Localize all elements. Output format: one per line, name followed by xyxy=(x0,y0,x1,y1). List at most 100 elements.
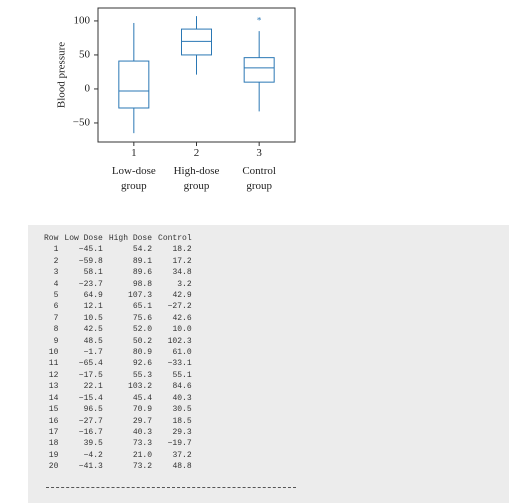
table-cell: 18.2 xyxy=(172,245,192,255)
table-cell: 18 xyxy=(48,439,59,449)
table-row: 11 −65.4 92.6 −33.1 xyxy=(38,358,192,369)
table-row: 10 −1.7 80.9 61.0 xyxy=(38,347,192,358)
table: Row Low Dose High Dose Control 1 −45.1 54.2 18.… xyxy=(38,233,192,473)
table-cell: 89.1 xyxy=(132,256,153,266)
table-cell: 20 xyxy=(48,462,59,472)
table-row: 16 −27.7 29.7 18.5 xyxy=(38,416,192,427)
table-cell: 73.2 xyxy=(132,462,153,472)
table-cell: 29.7 xyxy=(132,416,153,426)
table-cell: 3 xyxy=(53,268,59,278)
table-cell: 42.5 xyxy=(83,325,103,335)
table-cell: 75.6 xyxy=(132,313,153,323)
table-cell: −4.2 xyxy=(83,450,103,460)
table-cell: 19 xyxy=(48,450,59,460)
group-label: High-dose xyxy=(174,165,220,177)
table-row: 6 12.1 65.1 −27.2 xyxy=(38,301,192,312)
group-label: group xyxy=(246,180,272,192)
table-cell: 40.3 xyxy=(132,427,153,437)
table-cell: 45.4 xyxy=(132,393,153,403)
table-cell: −27.2 xyxy=(167,302,192,312)
table-cell: −27.7 xyxy=(78,416,103,426)
table-cell: 65.1 xyxy=(132,302,153,312)
table-cell: 48.8 xyxy=(172,462,192,472)
table-cell: 10.0 xyxy=(172,325,192,335)
table-cell: 58.1 xyxy=(83,268,103,278)
table-cell: 52.0 xyxy=(132,325,153,335)
table-cell: 84.6 xyxy=(172,382,192,392)
table-cell: −19.7 xyxy=(167,439,192,449)
table-cell: −17.5 xyxy=(78,370,103,380)
table-row: 7 10.5 75.6 42.6 xyxy=(38,313,192,324)
table-cell: 3.2 xyxy=(177,279,192,289)
table-cell: 96.5 xyxy=(83,405,103,415)
table-cell: 17.2 xyxy=(172,256,192,266)
table-cell: −41.3 xyxy=(78,462,103,472)
flier: * xyxy=(257,16,262,26)
column-header: High Dose xyxy=(108,234,153,243)
data-table: Row Low Dose High Dose Control 1 −45.1 54.2 18.… xyxy=(28,225,509,503)
table-cell: 12 xyxy=(48,370,59,380)
table-cell: −65.4 xyxy=(78,359,103,369)
table-cell: 37.2 xyxy=(172,450,192,460)
table-cell: 102.3 xyxy=(167,336,192,346)
table-cell: 8 xyxy=(53,325,59,335)
table-row: 17 −16.7 40.3 29.3 xyxy=(38,427,192,438)
table-cell: −16.7 xyxy=(78,427,103,437)
table-row: 3 58.1 89.6 34.8 xyxy=(38,267,192,278)
table-cell: 4 xyxy=(53,279,59,289)
table-cell: 42.6 xyxy=(172,313,192,323)
table-cell: 21.0 xyxy=(132,450,153,460)
column-header: Control xyxy=(158,234,192,243)
table-cell: 54.2 xyxy=(132,245,153,255)
table-cell: 7 xyxy=(53,313,59,323)
table-cell: −45.1 xyxy=(78,245,103,255)
table-cell: 92.6 xyxy=(132,359,153,369)
table-cell: 17 xyxy=(48,427,59,437)
table-cell: −15.4 xyxy=(78,393,103,403)
table-row: 20 −41.3 73.2 48.8 xyxy=(38,461,192,472)
y-tick-label: 50 xyxy=(79,48,91,60)
table-row: 2 −59.8 89.1 17.2 xyxy=(38,256,192,267)
table-cell: 18.5 xyxy=(172,416,192,426)
table-cell: −1.7 xyxy=(83,348,103,358)
table-row: 18 39.5 73.3 −19.7 xyxy=(38,438,192,449)
x-tick-label: 2 xyxy=(194,147,200,159)
table-cell: 107.3 xyxy=(128,291,153,301)
table-row: 14 −15.4 45.4 40.3 xyxy=(38,393,192,404)
table-cell: 1 xyxy=(53,245,59,255)
column-header: Row xyxy=(44,234,59,243)
table-row: 12 −17.5 55.3 55.1 xyxy=(38,370,192,381)
table-row: 19 −4.2 21.0 37.2 xyxy=(38,450,192,461)
table-cell: 55.3 xyxy=(132,370,153,380)
table-cell: 12.1 xyxy=(83,302,103,312)
table-cell: 6 xyxy=(53,302,59,312)
table-cell: 50.2 xyxy=(132,336,153,346)
chart: Blood pressure −50 0 50 100 1 Low-dose group 2 H… xyxy=(56,7,296,192)
table-cell: 61.0 xyxy=(172,348,192,358)
x-tick-label: 1 xyxy=(131,147,137,159)
table-cell: 10 xyxy=(48,348,59,358)
table-cell: 29.3 xyxy=(172,427,192,437)
table-cell: 5 xyxy=(53,291,59,301)
y-tick-label: 100 xyxy=(74,14,91,26)
table-cell: −59.8 xyxy=(78,256,103,266)
column-header: Low Dose xyxy=(64,234,103,243)
table-cell: 55.1 xyxy=(172,370,192,380)
table-cell: 22.1 xyxy=(83,382,103,392)
y-tick-label: 0 xyxy=(85,82,91,94)
table-cell: 40.3 xyxy=(172,393,192,403)
table-cell: 98.8 xyxy=(132,279,153,289)
box xyxy=(243,57,275,83)
group-label: group xyxy=(184,180,210,192)
table-row: 13 22.1 103.2 84.6 xyxy=(38,381,192,392)
group-label: Low-dose xyxy=(112,165,156,177)
box xyxy=(181,28,212,56)
table-row: 4 −23.7 98.8 3.2 xyxy=(38,279,192,290)
table-row: 5 64.9 107.3 42.9 xyxy=(38,290,192,301)
table-row: 8 42.5 52.0 10.0 xyxy=(38,324,192,335)
table-cell: 89.6 xyxy=(132,268,153,278)
table-cell: 16 xyxy=(48,416,59,426)
separator xyxy=(46,487,296,488)
table-cell: 73.3 xyxy=(132,439,153,449)
y-tick-label: −50 xyxy=(73,116,91,128)
